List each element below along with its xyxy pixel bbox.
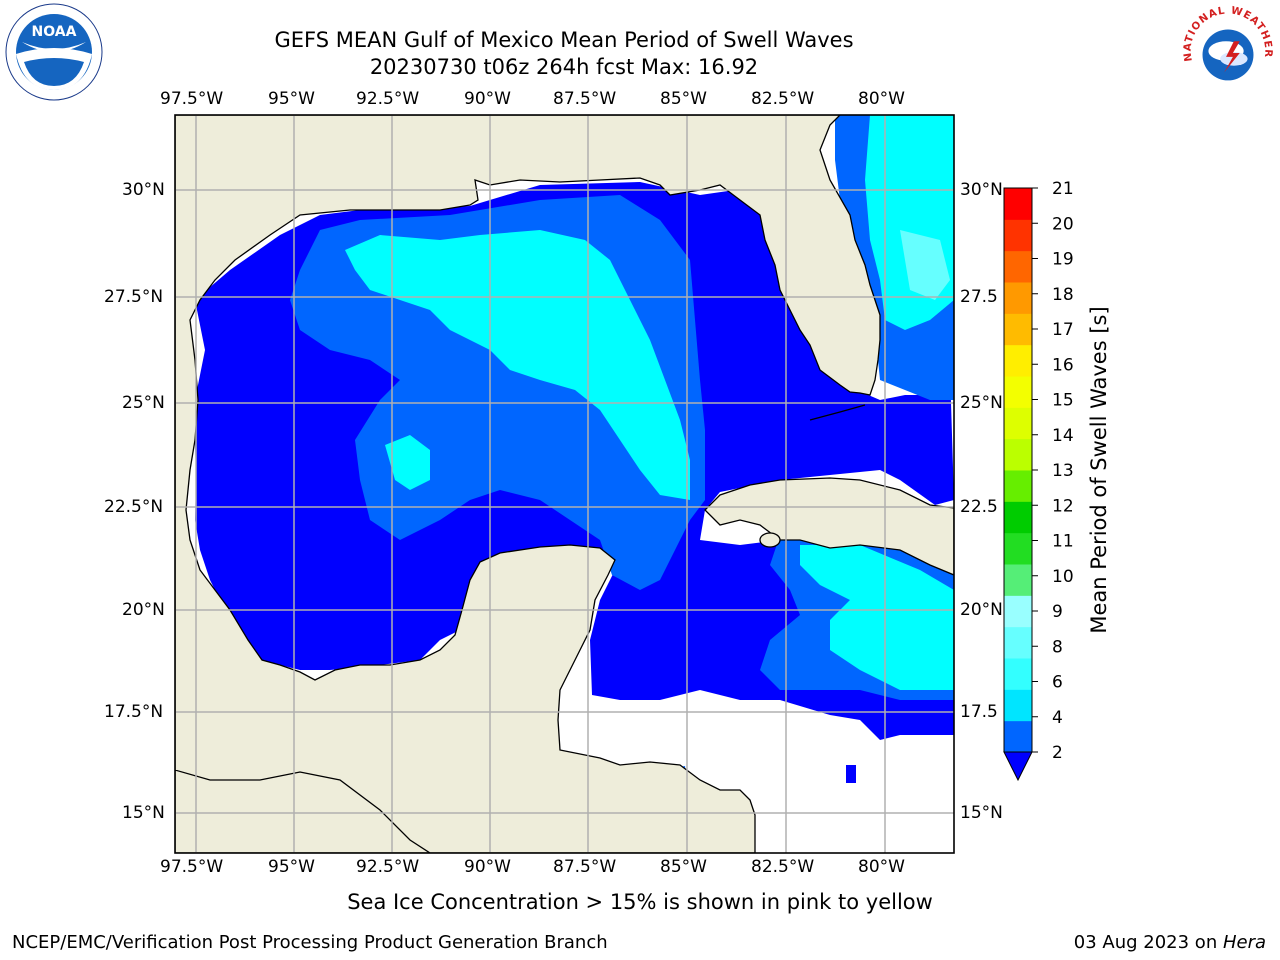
graticule (175, 115, 954, 853)
chart-title: GEFS MEAN Gulf of Mexico Mean Period of … (274, 28, 854, 52)
colorbar-bin (1004, 376, 1032, 408)
lat-label-right: 17.5 (960, 702, 998, 722)
colorbar-bin (1004, 501, 1032, 534)
lat-label-left: 22.5°N (104, 497, 164, 517)
lon-label-bottom: 92.5°W (356, 857, 420, 877)
colorbar-bin (1004, 658, 1032, 690)
land-cuba (704, 477, 954, 576)
colorbar-tick-label: 6 (1052, 673, 1063, 693)
lon-label-top: 80°W (858, 89, 905, 109)
swell-region-6-8s-west (385, 435, 430, 490)
swell-patch (846, 765, 856, 783)
colorbar-tick-label: 12 (1052, 496, 1074, 516)
noaa-logo-text: NOAA (32, 24, 77, 40)
colorbar-extend-arrow (1003, 751, 1033, 782)
land-isle-of-youth (759, 532, 781, 548)
lon-label-top: 82.5°W (751, 89, 815, 109)
swell-region-6-8s-caribbean (800, 545, 954, 690)
colorbar-tick-label: 21 (1052, 179, 1074, 199)
footer-date: 03 Aug 2023 on Hera (1074, 932, 1266, 953)
colorbar: 21 20 19 18 17 16 15 14 13 12 11 10 9 8 6 4 2 Mean Perio… (1003, 179, 1111, 782)
colorbar-tick-label: 8 (1052, 637, 1063, 657)
colorbar-tick-label: 16 (1052, 355, 1074, 375)
lon-label-bottom: 80°W (858, 857, 905, 877)
colorbar-bin (1004, 250, 1032, 283)
lat-label-left: 20°N (122, 600, 165, 620)
lat-label-left: 17.5°N (104, 702, 164, 722)
lon-label-top: 85°W (660, 89, 707, 109)
colorbar-bin (1004, 188, 1032, 220)
land-north-america (175, 115, 881, 853)
colorbar-bin (1004, 532, 1032, 565)
lat-label-right: 25°N (960, 393, 1003, 413)
colorbar-tick-label: 18 (1052, 285, 1074, 305)
colorbar-bin (1004, 689, 1032, 722)
colorbar-tick-label: 15 (1052, 391, 1074, 411)
footer-host: Hera (1222, 932, 1266, 953)
lon-label-bottom: 97.5°W (160, 857, 224, 877)
lat-label-left: 15°N (122, 803, 165, 823)
national-weather-service-logo: NATIONAL WEATHER SERVICE (1179, 2, 1276, 99)
lat-label-left: 25°N (122, 393, 165, 413)
sea-ice-caption: Sea Ice Concentration > 15% is shown in … (347, 890, 933, 914)
colorbar-tick-label: 10 (1052, 567, 1074, 587)
land-florida-keys (809, 404, 866, 421)
colorbar-tick-label: 2 (1052, 743, 1063, 763)
lat-label-right: 27.5 (960, 287, 998, 307)
lon-label-top: 90°W (464, 89, 511, 109)
colorbar-bin (1004, 407, 1032, 440)
lon-label-bottom: 90°W (464, 857, 511, 877)
lon-label-top: 87.5°W (553, 89, 617, 109)
chart-subtitle: 20230730 t06z 264h fcst Max: 16.92 (369, 55, 759, 79)
colorbar-tick-label: 9 (1052, 602, 1063, 622)
lat-label-right: 15°N (960, 803, 1003, 823)
lon-label-top: 95°W (268, 89, 315, 109)
colorbar-tick-label: 14 (1052, 426, 1074, 446)
colorbar-bin (1004, 313, 1032, 346)
colorbar-bin (1004, 564, 1032, 596)
lon-label-top: 92.5°W (356, 89, 420, 109)
colorbar-tick-label: 11 (1052, 532, 1074, 552)
footer-date-text: 03 Aug 2023 on (1073, 932, 1223, 953)
colorbar-tick-label: 19 (1052, 250, 1074, 270)
lat-label-right: 30°N (960, 180, 1003, 200)
colorbar-tick-label: 13 (1052, 461, 1074, 481)
lon-label-bottom: 95°W (268, 857, 315, 877)
colorbar-label: Mean Period of Swell Waves [s] (1087, 306, 1111, 633)
footer-branch: NCEP/EMC/Verification Post Processing Pr… (12, 932, 608, 953)
lat-label-left: 30°N (122, 180, 165, 200)
colorbar-tick-label: 4 (1052, 708, 1063, 728)
lon-label-bottom: 87.5°W (553, 857, 617, 877)
colorbar-tick-label: 17 (1052, 320, 1074, 340)
colorbar-bin (1004, 438, 1032, 471)
lat-label-right: 20°N (960, 600, 1003, 620)
lon-label-top: 97.5°W (160, 89, 224, 109)
land (175, 115, 954, 853)
colorbar-bin (1004, 626, 1032, 659)
colorbar-bin (1004, 595, 1032, 628)
colorbar-bin (1004, 344, 1032, 377)
lon-label-bottom: 85°W (660, 857, 707, 877)
lon-label-bottom: 82.5°W (751, 857, 815, 877)
lat-label-left: 27.5°N (104, 287, 164, 307)
colorbar-tick-label: 20 (1052, 214, 1074, 234)
colorbar-bin (1004, 219, 1032, 252)
colorbar-bin (1004, 720, 1032, 753)
map-frame (174, 114, 955, 854)
swell-region-8-9s-atlantic (900, 230, 950, 300)
colorbar-bin (1004, 282, 1032, 314)
colorbar-bin (1004, 470, 1032, 502)
lat-label-right: 22.5 (960, 497, 998, 517)
noaa-logo: NOAA (5, 3, 103, 101)
